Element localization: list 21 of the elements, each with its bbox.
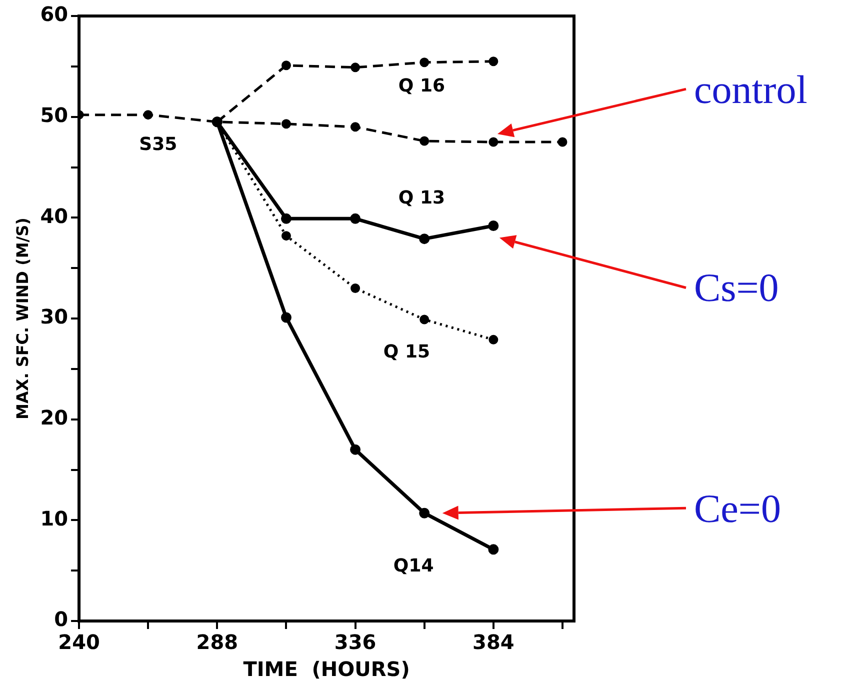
x-tick-label: 336 [334, 630, 376, 654]
series-label: Q 13 [398, 188, 446, 209]
x-axis-title: TIME (HOURS) [243, 657, 410, 682]
y-tick-label: 20 [40, 406, 68, 430]
y-tick-label: 30 [40, 304, 68, 329]
x-tick-label: 288 [196, 630, 238, 654]
x-tick-label: 384 [472, 630, 514, 654]
series-label: Q14 [393, 555, 434, 576]
y-tick-label: 60 [40, 2, 68, 26]
y-tick-label: 0 [54, 607, 68, 632]
y-tick-label: 50 [40, 103, 68, 128]
y-tick-label: 10 [40, 506, 68, 530]
text: control [694, 66, 808, 113]
text: Ce=0 [694, 484, 781, 532]
y-axis-title: MAX. SFC. WIND (M/S) [12, 218, 32, 420]
text: Cs=0 [694, 264, 779, 312]
series-label: S35 [139, 134, 178, 155]
series-label: Q 16 [398, 75, 446, 96]
series-label: Q 15 [383, 342, 430, 363]
y-tick-label: 40 [40, 204, 68, 228]
x-tick-label: 240 [58, 630, 100, 654]
